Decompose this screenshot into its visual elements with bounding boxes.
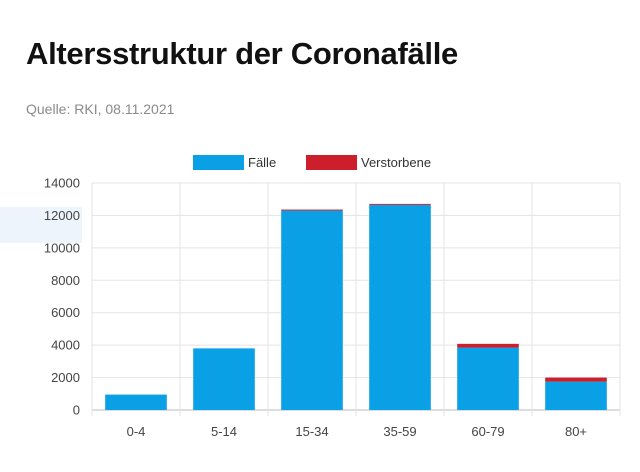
x-tick-label: 35-59: [383, 424, 416, 439]
bar-faelle: [193, 348, 255, 410]
legend-label-faelle: Fälle: [248, 154, 277, 170]
y-tick-label: 10000: [44, 240, 80, 255]
bar-verstorbene: [369, 203, 431, 205]
chart-legend: Fälle Verstorbene: [0, 152, 640, 172]
bar-faelle: [545, 381, 607, 410]
bar-verstorbene: [545, 377, 607, 382]
x-tick-label: 15-34: [295, 424, 328, 439]
y-tick-label: 8000: [51, 273, 80, 288]
y-tick-label: 4000: [51, 338, 80, 353]
bar-faelle: [105, 394, 167, 410]
chart-title: Altersstruktur der Coronafälle: [26, 36, 458, 71]
x-tick-label: 60-79: [471, 424, 504, 439]
y-tick-label: 14000: [44, 176, 80, 191]
legend-item-faelle: Fälle: [193, 152, 276, 172]
bar-verstorbene: [457, 343, 519, 348]
y-tick-label: 0: [73, 403, 80, 418]
legend-label-verstorbene: Verstorbene: [361, 154, 432, 170]
y-tick-label: 6000: [51, 305, 80, 320]
bar-faelle: [281, 210, 343, 410]
legend-swatch-verstorbene: [306, 154, 357, 170]
y-tick-label: 12000: [44, 208, 80, 223]
y-tick-label: 2000: [51, 370, 80, 385]
x-tick-label: 80+: [565, 424, 587, 439]
bar-faelle: [369, 204, 431, 410]
bar-faelle: [457, 347, 519, 410]
source-note: Quelle: RKI, 08.11.2021: [26, 101, 175, 117]
legend-item-verstorbene: Verstorbene: [306, 152, 431, 172]
x-tick-label: 0-4: [127, 424, 146, 439]
decorative-highlight: [0, 207, 82, 243]
x-tick-label: 5-14: [211, 424, 237, 439]
bar-verstorbene: [281, 209, 343, 211]
legend-swatch-faelle: [193, 154, 244, 170]
